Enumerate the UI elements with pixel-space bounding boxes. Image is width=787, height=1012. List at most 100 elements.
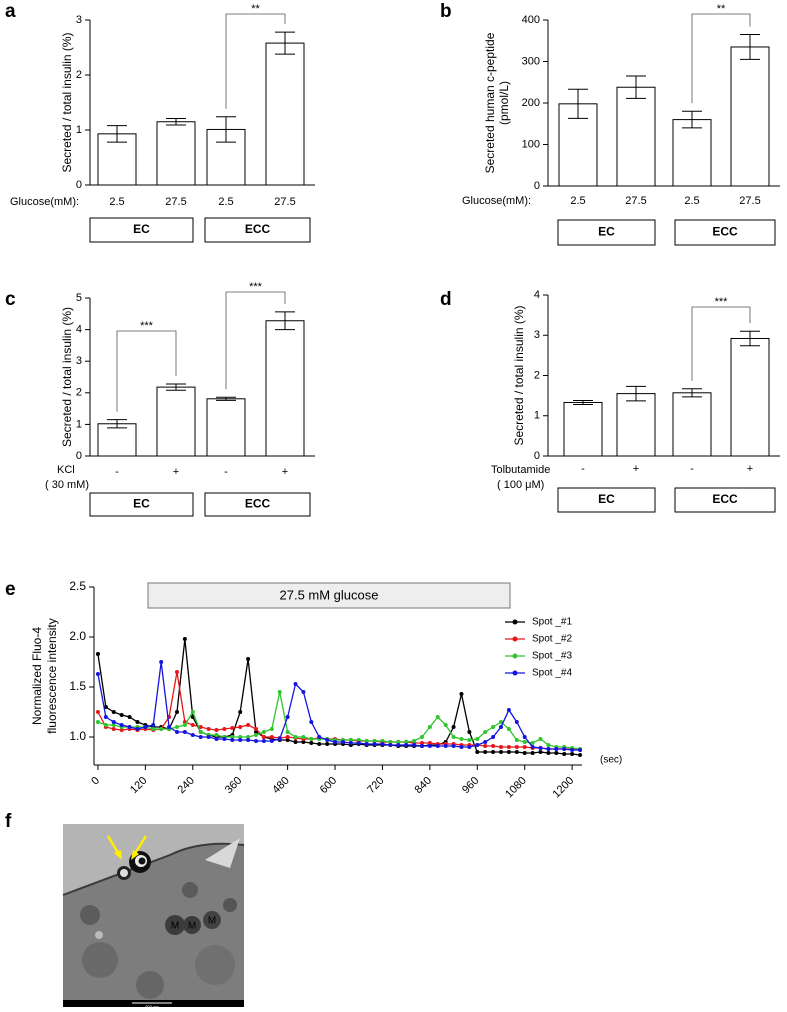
y-tick-label: 3 <box>534 329 540 341</box>
significance-bracket <box>116 330 177 412</box>
y-axis-label: Secreted / total insulin (%) <box>60 307 74 447</box>
group-box <box>674 219 776 246</box>
data-point <box>491 750 496 754</box>
data-point <box>491 744 496 748</box>
series-line <box>97 661 581 751</box>
data-point <box>246 738 251 742</box>
data-point <box>570 748 575 752</box>
x-tick-label: 2.5 <box>218 196 233 208</box>
bar <box>156 121 196 186</box>
error-bar <box>166 383 186 391</box>
x-tick-label: + <box>633 463 639 475</box>
data-point <box>151 727 156 731</box>
data-point <box>246 657 251 661</box>
error-bar <box>682 110 702 129</box>
error-bar <box>740 34 760 60</box>
error-bar <box>626 75 646 99</box>
significance-label: *** <box>249 281 263 293</box>
data-point <box>380 742 385 746</box>
data-point <box>190 733 195 737</box>
bar <box>730 337 770 457</box>
bar <box>730 46 770 187</box>
x-tick-label: 120 <box>128 775 149 796</box>
data-point <box>103 715 108 719</box>
data-point <box>412 739 417 743</box>
x-tick-label: 240 <box>175 775 196 796</box>
data-point <box>111 710 116 714</box>
data-point <box>483 730 488 734</box>
data-point <box>269 739 274 743</box>
data-point <box>214 737 219 741</box>
data-point <box>174 710 179 714</box>
data-point <box>127 725 132 729</box>
group-box <box>557 487 656 513</box>
x-tick-label: - <box>115 466 119 478</box>
x-tick-label: - <box>581 463 585 475</box>
data-point <box>372 739 377 743</box>
bar <box>616 86 656 187</box>
x-tick-label: + <box>747 463 753 475</box>
data-point <box>198 730 203 734</box>
data-point <box>522 751 527 755</box>
y-tick-label: 2 <box>76 69 82 81</box>
y-tick-label: 0 <box>534 180 540 192</box>
x-tick-label: 360 <box>223 775 244 796</box>
data-point <box>293 740 298 744</box>
error-bar <box>166 117 186 126</box>
data-point <box>238 735 243 739</box>
data-point <box>404 743 409 747</box>
data-point <box>293 735 298 739</box>
y-tick-label: 2 <box>534 369 540 381</box>
x-unit: (sec) <box>600 755 622 766</box>
y-tick-label: 1.0 <box>69 729 86 743</box>
bar <box>265 42 305 186</box>
data-point <box>301 740 306 744</box>
data-point <box>522 740 527 744</box>
data-point <box>514 720 519 724</box>
data-point <box>554 747 559 751</box>
data-point <box>285 738 290 742</box>
data-point <box>483 744 488 748</box>
x-tick-label: - <box>690 463 694 475</box>
x-axis-label: Tolbutamide <box>491 464 550 476</box>
data-point <box>483 740 488 744</box>
data-point <box>182 730 187 734</box>
data-point <box>578 748 583 752</box>
data-point <box>562 747 567 751</box>
data-point <box>514 738 519 742</box>
data-point <box>214 728 219 732</box>
data-point <box>174 670 179 674</box>
data-point <box>443 744 448 748</box>
data-point <box>372 742 377 746</box>
data-point <box>261 735 266 739</box>
group-box <box>674 487 776 513</box>
data-point <box>127 715 132 719</box>
data-point <box>230 735 235 739</box>
group-box <box>89 217 194 243</box>
data-point <box>285 715 290 719</box>
data-point <box>246 723 251 727</box>
y-tick-label: 300 <box>522 55 540 67</box>
data-point <box>530 751 535 755</box>
x-tick-label: 27.5 <box>165 196 186 208</box>
legend-label: Spot _#3 <box>532 651 572 662</box>
x-tick-label: + <box>173 466 179 478</box>
error-bar <box>216 116 236 143</box>
significance-label: *** <box>715 296 729 308</box>
x-tick-label: 600 <box>318 775 339 796</box>
panel-label: b <box>440 1 452 22</box>
panel-label: c <box>5 289 16 310</box>
data-point <box>230 738 235 742</box>
y-axis-label: Secreted / total insulin (%) <box>512 305 526 445</box>
x-axis-label: KCl <box>57 464 75 476</box>
data-point <box>317 742 322 746</box>
x-tick-label: + <box>282 466 288 478</box>
data-point <box>419 741 424 745</box>
error-bar <box>740 330 760 347</box>
data-point <box>356 741 361 745</box>
data-point <box>348 741 353 745</box>
data-point <box>269 727 274 731</box>
group-box <box>204 217 311 243</box>
mitochondria-label: M <box>188 921 196 932</box>
group-label: ECC <box>712 492 738 506</box>
